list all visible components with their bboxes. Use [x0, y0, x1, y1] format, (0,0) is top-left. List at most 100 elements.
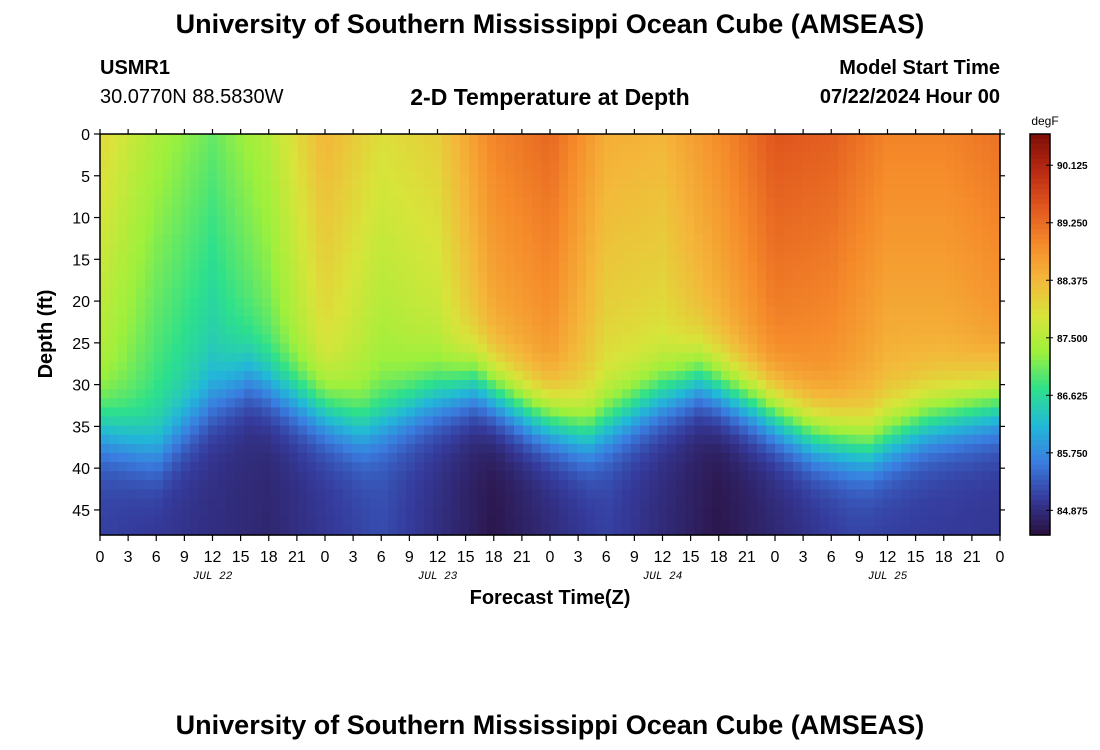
- heatmap-cell: [505, 425, 515, 436]
- heatmap-cell: [397, 179, 407, 190]
- heatmap-cell: [424, 270, 434, 281]
- heatmap-cell: [199, 298, 209, 308]
- heatmap-cell: [928, 407, 938, 418]
- heatmap-cell: [901, 361, 911, 372]
- heatmap-cell: [676, 298, 686, 308]
- heatmap-cell: [874, 298, 884, 308]
- heatmap-cell: [136, 343, 146, 354]
- heatmap-cell: [712, 234, 722, 244]
- heatmap-cell: [289, 462, 299, 472]
- heatmap-cell: [451, 343, 461, 354]
- heatmap-cell: [991, 134, 1001, 144]
- heatmap-cell: [559, 279, 569, 290]
- heatmap-cell: [226, 480, 236, 491]
- heatmap-cell: [325, 152, 335, 162]
- heatmap-cell: [325, 225, 335, 235]
- heatmap-cell: [370, 307, 380, 317]
- colorbar-segment: [1030, 399, 1050, 406]
- heatmap-cell: [721, 425, 731, 436]
- heatmap-cell: [154, 188, 164, 199]
- heatmap-cell: [244, 361, 254, 372]
- heatmap-cell: [730, 498, 740, 509]
- heatmap-cell: [622, 416, 632, 427]
- heatmap-cell: [685, 471, 695, 481]
- heatmap-cell: [523, 270, 533, 281]
- heatmap-cell: [829, 243, 839, 254]
- heatmap-cell: [739, 525, 749, 536]
- heatmap-cell: [334, 489, 344, 500]
- heatmap-cell: [154, 352, 164, 363]
- heatmap-cell: [514, 343, 524, 354]
- heatmap-cell: [451, 179, 461, 190]
- heatmap-cell: [145, 225, 155, 235]
- heatmap-cell: [487, 225, 497, 235]
- heatmap-cell: [280, 370, 290, 381]
- heatmap-cell: [379, 225, 389, 235]
- heatmap-cell: [307, 452, 317, 463]
- heatmap-cell: [604, 143, 614, 153]
- heatmap-cell: [460, 243, 470, 254]
- heatmap-cell: [550, 516, 560, 527]
- heatmap-cell: [415, 398, 425, 409]
- heatmap-cell: [712, 452, 722, 463]
- heatmap-cell: [487, 507, 497, 518]
- heatmap-cell: [289, 225, 299, 235]
- heatmap-cell: [244, 380, 254, 390]
- heatmap-cell: [181, 452, 191, 463]
- heatmap-cell: [847, 225, 857, 235]
- heatmap-cell: [946, 170, 956, 181]
- heatmap-cell: [523, 507, 533, 518]
- heatmap-cell: [163, 279, 173, 290]
- heatmap-cell: [145, 343, 155, 354]
- heatmap-cell: [298, 325, 308, 336]
- heatmap-cell: [271, 525, 281, 536]
- heatmap-cell: [793, 179, 803, 190]
- heatmap-cell: [820, 416, 830, 427]
- heatmap-cell: [955, 370, 965, 381]
- heatmap-cell: [199, 507, 209, 518]
- heatmap-cell: [874, 425, 884, 436]
- heatmap-cell: [253, 407, 263, 418]
- heatmap-cell: [667, 370, 677, 381]
- heatmap-cell: [865, 462, 875, 472]
- x-tick-label: 18: [260, 549, 278, 566]
- heatmap-cell: [100, 416, 110, 427]
- heatmap-cell: [865, 152, 875, 162]
- heatmap-cell: [829, 152, 839, 162]
- heatmap-cell: [874, 361, 884, 372]
- heatmap-cell: [568, 279, 578, 290]
- heatmap-cell: [505, 161, 515, 172]
- heatmap-cell: [487, 252, 497, 263]
- heatmap-cell: [370, 252, 380, 263]
- heatmap-cell: [919, 261, 929, 272]
- heatmap-cell: [334, 197, 344, 208]
- heatmap-cell: [577, 407, 587, 418]
- heatmap-cell: [253, 352, 263, 363]
- heatmap-cell: [793, 407, 803, 418]
- heatmap-cell: [784, 134, 794, 144]
- heatmap-cell: [316, 352, 326, 363]
- heatmap-cell: [910, 516, 920, 527]
- heatmap-cell: [694, 434, 704, 445]
- heatmap-cell: [847, 298, 857, 308]
- heatmap-cell: [649, 261, 659, 272]
- heatmap-cell: [676, 316, 686, 326]
- heatmap-cell: [730, 343, 740, 354]
- heatmap-cell: [280, 525, 290, 536]
- heatmap-cell: [865, 134, 875, 144]
- heatmap-cell: [982, 225, 992, 235]
- heatmap-cell: [514, 179, 524, 190]
- heatmap-cell: [541, 216, 551, 226]
- heatmap-cell: [190, 234, 200, 244]
- heatmap-cell: [685, 279, 695, 290]
- heatmap-cell: [721, 234, 731, 244]
- heatmap-cell: [514, 234, 524, 244]
- heatmap-cell: [298, 389, 308, 399]
- heatmap-cell: [217, 334, 227, 345]
- heatmap-cell: [469, 498, 479, 509]
- colorbar-segment: [1030, 394, 1050, 401]
- heatmap-cell: [775, 261, 785, 272]
- heatmap-cell: [973, 152, 983, 162]
- heatmap-cell: [190, 516, 200, 527]
- heatmap-cell: [820, 170, 830, 181]
